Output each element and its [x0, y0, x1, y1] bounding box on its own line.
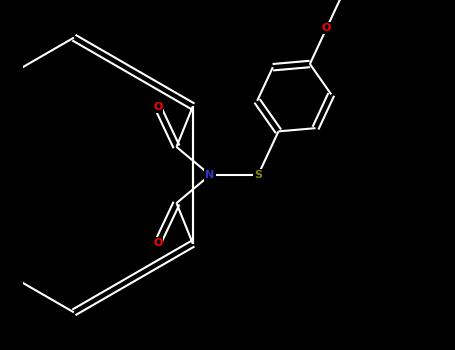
Text: O: O [153, 102, 162, 112]
Text: O: O [153, 238, 162, 248]
Text: O: O [322, 23, 331, 33]
Text: N: N [205, 170, 215, 180]
Text: S: S [254, 170, 262, 180]
